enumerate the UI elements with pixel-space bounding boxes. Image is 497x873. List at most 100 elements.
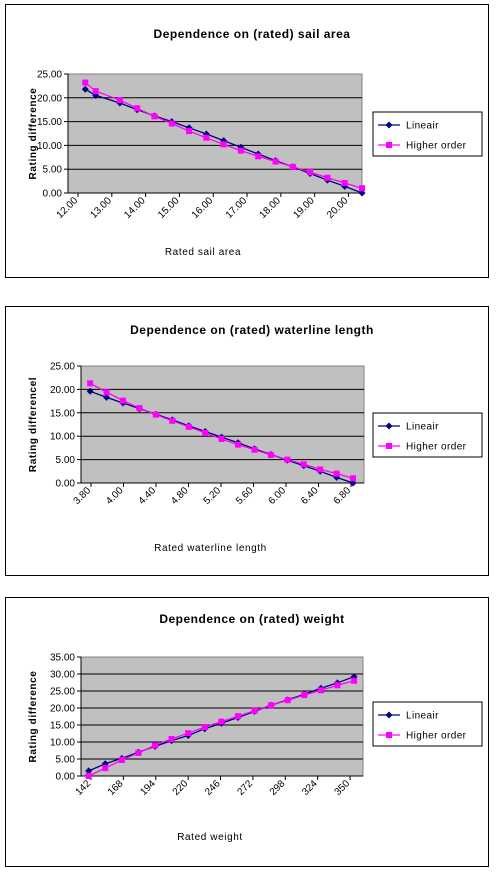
data-point-higher-order xyxy=(300,461,307,468)
legend-label: Lineair xyxy=(406,121,439,132)
chart-title: Dependence on (rated) waterline length xyxy=(130,323,374,337)
data-point-higher-order xyxy=(284,697,291,704)
data-point-higher-order xyxy=(234,713,241,720)
legend-label: Higher order xyxy=(406,442,467,453)
x-tick-label: 168 xyxy=(106,778,126,798)
data-point-lineair xyxy=(86,387,94,395)
x-axis-label: Rated weight xyxy=(177,832,243,843)
y-tick-label: 5.00 xyxy=(43,165,63,176)
data-point-lineair xyxy=(103,393,111,401)
data-point-higher-order xyxy=(289,163,296,170)
data-point-higher-order xyxy=(218,718,225,725)
data-point-higher-order xyxy=(333,470,340,477)
y-tick-label: 20.00 xyxy=(50,704,75,715)
legend-box xyxy=(372,111,483,157)
data-point-higher-order xyxy=(251,707,258,714)
y-tick-label: 10.00 xyxy=(50,738,75,749)
legend-marker-higher-order xyxy=(386,142,392,148)
y-tick-label: 0.00 xyxy=(43,189,63,200)
data-point-higher-order xyxy=(102,765,109,772)
data-point-higher-order xyxy=(119,397,126,404)
data-point-higher-order xyxy=(118,757,125,764)
data-point-higher-order xyxy=(87,380,94,387)
x-tick-label: 4.00 xyxy=(104,485,126,507)
y-tick-label: 15.00 xyxy=(50,408,75,419)
legend-marker-higher-order xyxy=(386,732,392,738)
data-point-higher-order xyxy=(267,451,274,458)
y-axis-label: Rating difference xyxy=(28,88,39,180)
y-tick-label: 15.00 xyxy=(50,721,75,732)
data-point-higher-order xyxy=(307,169,314,176)
y-tick-label: 10.00 xyxy=(37,141,62,152)
data-point-higher-order xyxy=(272,158,279,165)
legend-label: Lineair xyxy=(406,711,439,722)
x-tick-label: 6.00 xyxy=(267,485,289,507)
x-tick-label: 20.00 xyxy=(325,195,351,221)
x-tick-label: 272 xyxy=(235,778,255,798)
data-point-higher-order xyxy=(185,730,192,737)
legend-box xyxy=(372,412,483,458)
data-point-higher-order xyxy=(235,441,242,448)
data-point-higher-order xyxy=(169,417,176,424)
x-tick-label: 324 xyxy=(300,778,320,798)
x-tick-label: 5.60 xyxy=(234,485,256,507)
weight-chart: Dependence on (rated) weight 0.00 5.00 10.0… xyxy=(28,612,483,843)
y-axis-label: Rating difference xyxy=(28,671,39,763)
data-point-higher-order xyxy=(268,702,275,709)
y-tick-label: 5.00 xyxy=(56,455,76,466)
data-point-higher-order xyxy=(168,120,175,127)
y-tick-label: 15.00 xyxy=(37,117,62,128)
data-point-higher-order xyxy=(255,153,262,160)
x-tick-label: 298 xyxy=(268,778,288,798)
data-point-higher-order xyxy=(103,389,110,396)
data-point-higher-order xyxy=(220,141,227,148)
x-axis-label: Rated waterline length xyxy=(154,543,267,554)
data-point-higher-order xyxy=(152,411,159,418)
data-point-higher-order xyxy=(82,79,89,86)
legend-box xyxy=(372,701,483,747)
legend-label: Higher order xyxy=(406,731,467,742)
y-tick-label: 30.00 xyxy=(50,670,75,681)
data-point-higher-order xyxy=(85,773,92,779)
y-tick-label: 25.00 xyxy=(37,70,62,81)
data-point-higher-order xyxy=(136,405,143,412)
data-point-higher-order xyxy=(168,735,175,742)
legend-marker-lineair xyxy=(385,121,393,129)
x-tick-label: 246 xyxy=(203,778,223,798)
data-point-higher-order xyxy=(186,128,193,135)
x-tick-label: 5.20 xyxy=(202,485,224,507)
data-point-higher-order xyxy=(301,692,308,699)
data-point-lineair xyxy=(101,760,109,768)
data-point-higher-order xyxy=(203,134,210,141)
data-point-higher-order xyxy=(334,682,341,689)
data-point-higher-order xyxy=(359,185,365,192)
y-tick-label: 25.00 xyxy=(50,362,75,373)
x-tick-label: 220 xyxy=(171,778,191,798)
data-point-higher-order xyxy=(218,436,225,443)
y-axis-label: Rating differencel xyxy=(28,377,39,472)
data-point-higher-order xyxy=(237,147,244,154)
data-point-higher-order xyxy=(135,749,142,756)
y-tick-label: 35.00 xyxy=(50,653,75,664)
chart-panel-waterline-length: Dependence on (rated) waterline length 0.… xyxy=(5,306,489,576)
data-point-higher-order xyxy=(116,97,123,104)
legend-marker-lineair xyxy=(385,422,393,430)
x-tick-label: 6.40 xyxy=(299,485,321,507)
x-tick-label: 4.40 xyxy=(137,485,159,507)
y-tick-label: 0.00 xyxy=(56,479,76,490)
data-point-higher-order xyxy=(151,113,158,120)
y-tick-label: 20.00 xyxy=(50,385,75,396)
x-tick-label: 16.00 xyxy=(190,195,216,221)
y-tick-label: 20.00 xyxy=(37,93,62,104)
data-point-higher-order xyxy=(317,466,324,473)
chart-title: Dependence on (rated) weight xyxy=(159,612,344,626)
x-axis-label: Rated sail area xyxy=(165,247,241,258)
sail-area-chart: Dependence on (rated) sail area 0.00 5.00 1… xyxy=(28,27,483,258)
x-tick-label: 142 xyxy=(74,778,94,798)
chart-title: Dependence on (rated) sail area xyxy=(154,27,351,41)
legend-marker-higher-order xyxy=(386,443,392,449)
y-tick-label: 0.00 xyxy=(56,772,76,783)
data-point-higher-order xyxy=(284,456,291,463)
legend-marker-lineair xyxy=(385,711,393,719)
x-tick-label: 15.00 xyxy=(156,195,182,221)
